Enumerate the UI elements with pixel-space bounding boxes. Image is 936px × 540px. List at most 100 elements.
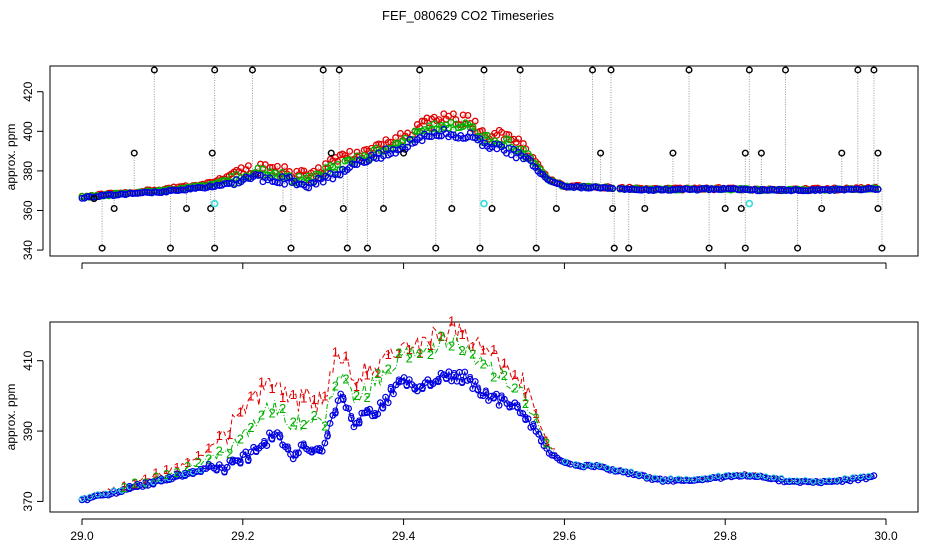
top-point-red: [459, 111, 467, 119]
top-point-black: [516, 66, 524, 74]
top-point-black: [448, 204, 456, 212]
top-point-cyan: [480, 199, 488, 208]
top-point-blue: [223, 180, 231, 187]
bottom-point-cyan: [675, 475, 682, 482]
top-y-tick-label: 380: [21, 161, 35, 181]
bottom-point-cyan: [849, 474, 856, 481]
top-point-blue: [657, 186, 665, 194]
bottom-point-blue: [482, 388, 490, 396]
top-point-blue: [196, 184, 204, 192]
bottom-point-blue: [355, 418, 363, 426]
bottom-point-blue: [318, 447, 326, 455]
top-point-blue: [365, 157, 373, 165]
top-point-green: [305, 172, 313, 180]
bottom-point-blue: [424, 376, 432, 384]
top-point-blue: [727, 185, 735, 193]
top-point-black: [166, 244, 174, 252]
bottom-point-blue: [347, 414, 355, 422]
top-point-black: [818, 204, 826, 212]
bottom-point-cyan: [142, 480, 149, 487]
bottom-label-3: 3: [419, 380, 426, 395]
top-point-red: [346, 147, 354, 155]
bottom-point-cyan: [94, 491, 101, 498]
bottom-label-2: 2: [268, 406, 275, 421]
bottom-label-3: 3: [474, 382, 481, 397]
top-point-red: [471, 117, 479, 125]
bottom-point-cyan: [778, 475, 785, 482]
top-point-blue: [319, 178, 327, 186]
top-point-black: [110, 204, 118, 212]
bottom-point-blue: [326, 419, 334, 427]
bottom-label-1: 1: [385, 347, 392, 362]
top-point-black: [211, 244, 219, 252]
bottom-label-1: 1: [448, 314, 455, 329]
bottom-label-1: 1: [205, 441, 212, 456]
top-point-black: [130, 149, 138, 157]
top-point-black: [870, 66, 878, 74]
top-point-black: [279, 204, 287, 212]
top-point-black: [432, 244, 440, 252]
bottom-point-blue: [493, 390, 500, 398]
bottom-point-cyan: [707, 474, 714, 481]
top-point-green: [505, 136, 513, 144]
top-point-black: [874, 204, 882, 212]
top-point-blue: [336, 171, 344, 179]
chart-top-co2: 29.029.229.429.629.830.0340360380400420 …: [4, 65, 919, 269]
top-point-red: [244, 162, 252, 170]
bottom-point-blue: [522, 415, 529, 423]
bottom-point-cyan: [786, 477, 793, 484]
top-point-black: [705, 244, 713, 252]
bottom-label-3: 3: [316, 442, 323, 457]
top-point-black: [741, 244, 749, 252]
top-point-red: [273, 162, 281, 170]
bottom-label-2: 2: [532, 410, 539, 425]
bottom-label-1: 1: [406, 342, 413, 357]
bottom-point-cyan: [620, 467, 627, 475]
top-point-blue: [131, 189, 139, 197]
top-point-black: [90, 195, 98, 203]
top-point-blue: [645, 186, 653, 194]
top-point-blue: [845, 185, 853, 193]
top-point-black: [609, 204, 617, 212]
bottom-point-cyan: [588, 462, 595, 469]
bottom-label-3: 3: [260, 435, 267, 450]
bottom-label-3: 3: [229, 453, 236, 468]
top-point-black: [878, 244, 886, 252]
top-point-red: [266, 164, 274, 171]
top-point-black: [782, 66, 790, 74]
bottom-label-1: 1: [131, 477, 138, 492]
bottom-label-1: 1: [501, 356, 508, 371]
bottom-label-1: 1: [342, 349, 349, 364]
bottom-label-3: 3: [205, 458, 212, 473]
bottom-label-3: 3: [300, 437, 307, 452]
bottom-label-3: 3: [514, 399, 521, 414]
bottom-x-tick-label: 29.2: [231, 529, 255, 540]
bottom-point-blue: [223, 463, 231, 471]
bottom-label-3: 3: [348, 410, 355, 425]
bottom-label-3: 3: [150, 475, 157, 490]
bottom-label-1: 1: [363, 368, 370, 383]
bottom-label-2: 2: [501, 368, 508, 383]
bottom-label-1: 1: [480, 343, 487, 358]
bottom-label-3: 3: [165, 471, 172, 486]
bottom-label-3: 3: [340, 391, 347, 406]
top-point-black: [319, 66, 327, 74]
bottom-point-cyan: [118, 487, 125, 494]
bottom-label-1: 1: [437, 329, 444, 344]
bottom-label-1: 1: [416, 346, 423, 361]
top-point-black: [343, 244, 351, 252]
bottom-label-2: 2: [152, 469, 159, 484]
bottom-label-1: 1: [332, 345, 339, 360]
bottom-point-blue: [295, 449, 302, 457]
top-point-black: [248, 66, 256, 74]
bottom-label-3: 3: [213, 461, 220, 476]
bottom-label-1: 1: [258, 375, 265, 390]
bottom-label-3: 3: [158, 473, 165, 488]
bottom-point-cyan: [730, 471, 738, 479]
plot-frame-top: [49, 65, 919, 257]
bottom-label-3: 3: [276, 429, 283, 444]
bottom-label-2: 2: [353, 388, 360, 403]
top-point-blue: [633, 186, 641, 194]
top-point-blue: [476, 135, 484, 143]
